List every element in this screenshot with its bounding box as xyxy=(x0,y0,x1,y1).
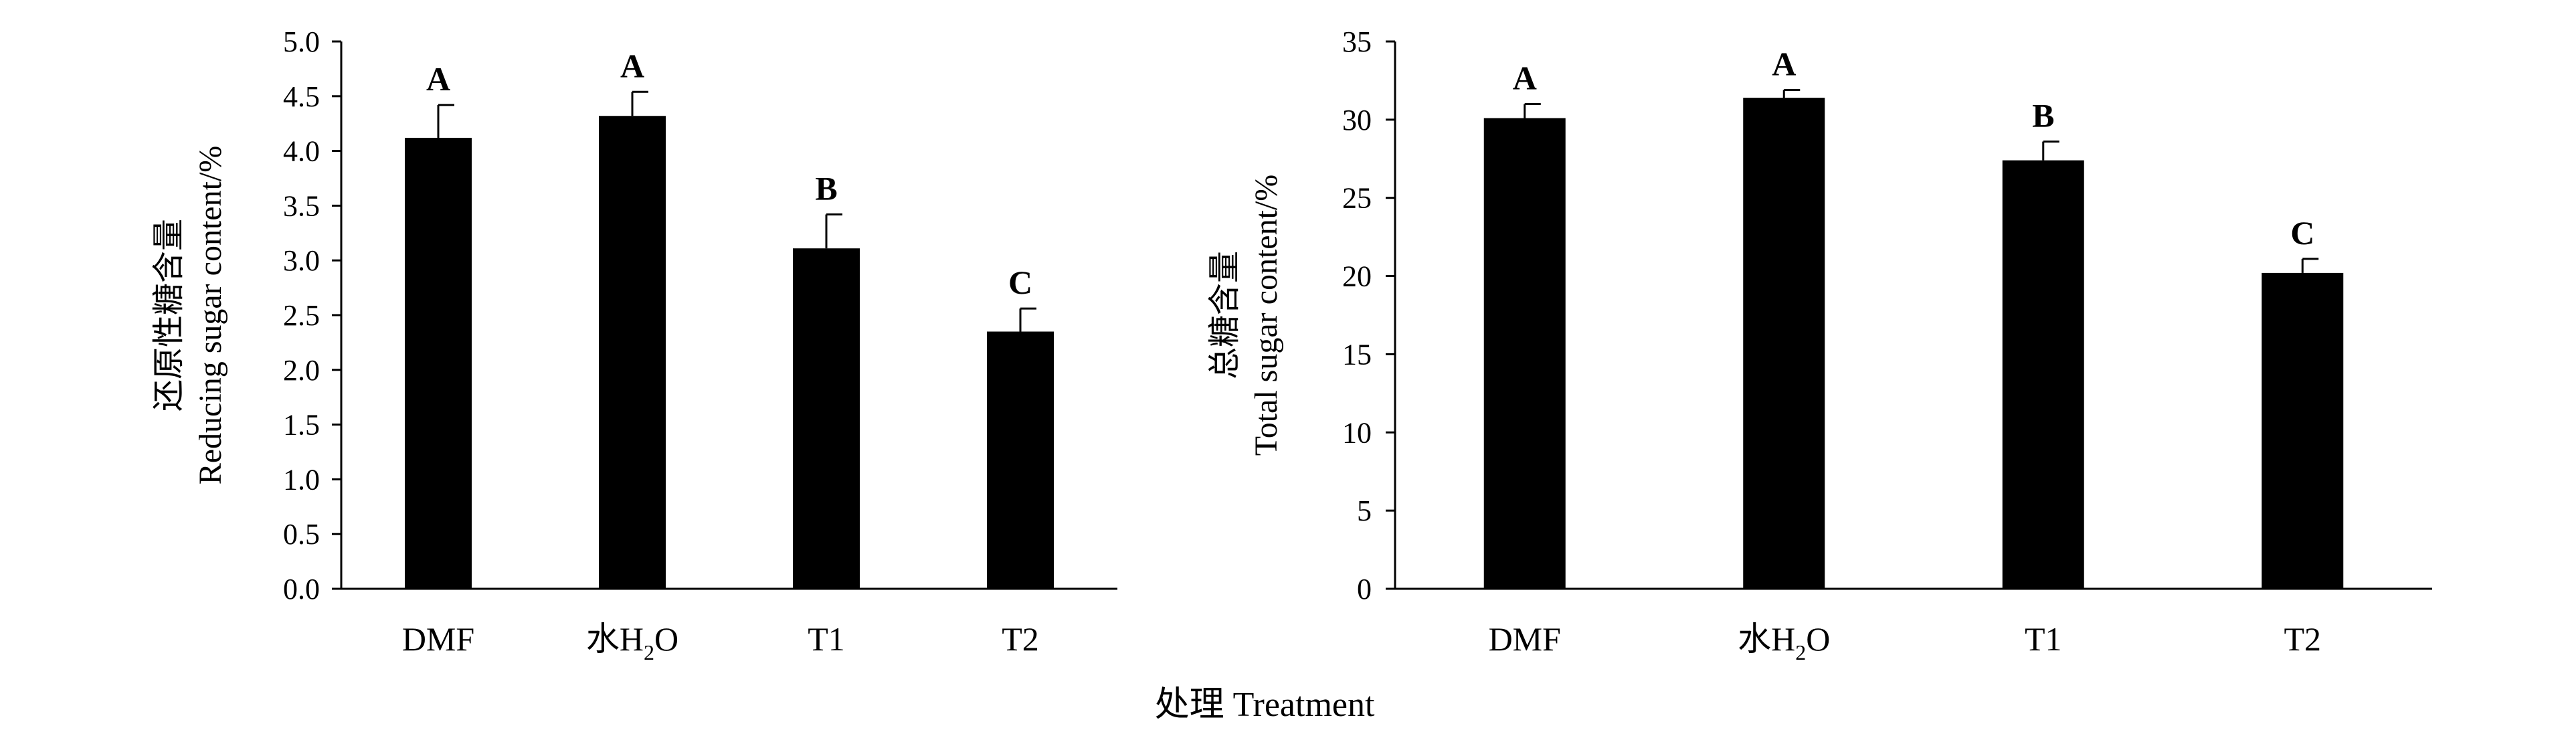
bar xyxy=(405,137,472,589)
y-axis-title-cn: 还原性糖含量 xyxy=(151,219,187,411)
bar xyxy=(1743,98,1825,589)
y-tick-label: 0.5 xyxy=(283,518,320,551)
bar xyxy=(2002,160,2084,589)
y-tick-label: 25 xyxy=(1342,182,1372,215)
bar xyxy=(599,116,666,589)
significance-label: B xyxy=(815,169,837,207)
significance-label: B xyxy=(2032,97,2054,134)
bar xyxy=(2262,272,2344,589)
y-tick-label: 15 xyxy=(1342,338,1372,371)
category-label: 水H2O xyxy=(586,620,678,664)
category-label: T2 xyxy=(2284,620,2321,658)
y-axis-title-en: Total sugar content/% xyxy=(1249,175,1284,456)
category-label: DMF xyxy=(402,620,474,658)
y-tick-label: 0 xyxy=(1357,573,1372,606)
y-tick-label: 4.5 xyxy=(283,80,320,113)
category-label: 水H2O xyxy=(1738,620,1830,664)
y-tick-label: 10 xyxy=(1342,416,1372,449)
y-tick-label: 0.0 xyxy=(283,573,320,606)
reducing-sugar-chart: 0.0 0.5 1.0 1.5 2.0 2.5 3.0 3.5 4.0 4.5 5.0 A DMF A 水H… xyxy=(151,25,1117,664)
x-axis-title: 处理 Treatment xyxy=(1155,686,1375,724)
y-tick-label: 2.5 xyxy=(283,299,320,332)
y-tick-label: 5.0 xyxy=(283,25,320,58)
y-tick-label: 20 xyxy=(1342,260,1372,293)
y-axis-title-cn: 总糖含量 xyxy=(1207,251,1243,379)
y-tick-label: 1.0 xyxy=(283,463,320,496)
total-sugar-chart: 0 5 10 15 20 25 30 35 A DMF A 水H2O B T1 C T2 总糖含量 Total s… xyxy=(1207,25,2432,664)
y-tick-label: 5 xyxy=(1357,494,1372,527)
y-tick-label: 3.5 xyxy=(283,189,320,222)
category-label: T1 xyxy=(2025,620,2062,658)
bar xyxy=(987,331,1054,589)
y-tick-label: 3.0 xyxy=(283,244,320,277)
bar xyxy=(1483,118,1566,589)
significance-label: A xyxy=(1772,45,1796,82)
significance-label: C xyxy=(2290,214,2314,252)
significance-label: A xyxy=(1513,59,1537,96)
y-tick-label: 35 xyxy=(1342,25,1372,58)
bar xyxy=(793,248,860,589)
y-tick-label: 1.5 xyxy=(283,409,320,442)
y-tick-label: 30 xyxy=(1342,104,1372,136)
y-tick-label: 2.0 xyxy=(283,354,320,387)
category-label: T1 xyxy=(808,620,845,658)
significance-label: A xyxy=(620,47,644,84)
significance-label: A xyxy=(426,60,450,98)
y-tick-label: 4.0 xyxy=(283,135,320,168)
significance-label: C xyxy=(1008,264,1032,301)
category-label: T2 xyxy=(1002,620,1039,658)
category-label: DMF xyxy=(1489,620,1561,658)
y-axis-title-en: Reducing sugar content/% xyxy=(193,146,228,485)
